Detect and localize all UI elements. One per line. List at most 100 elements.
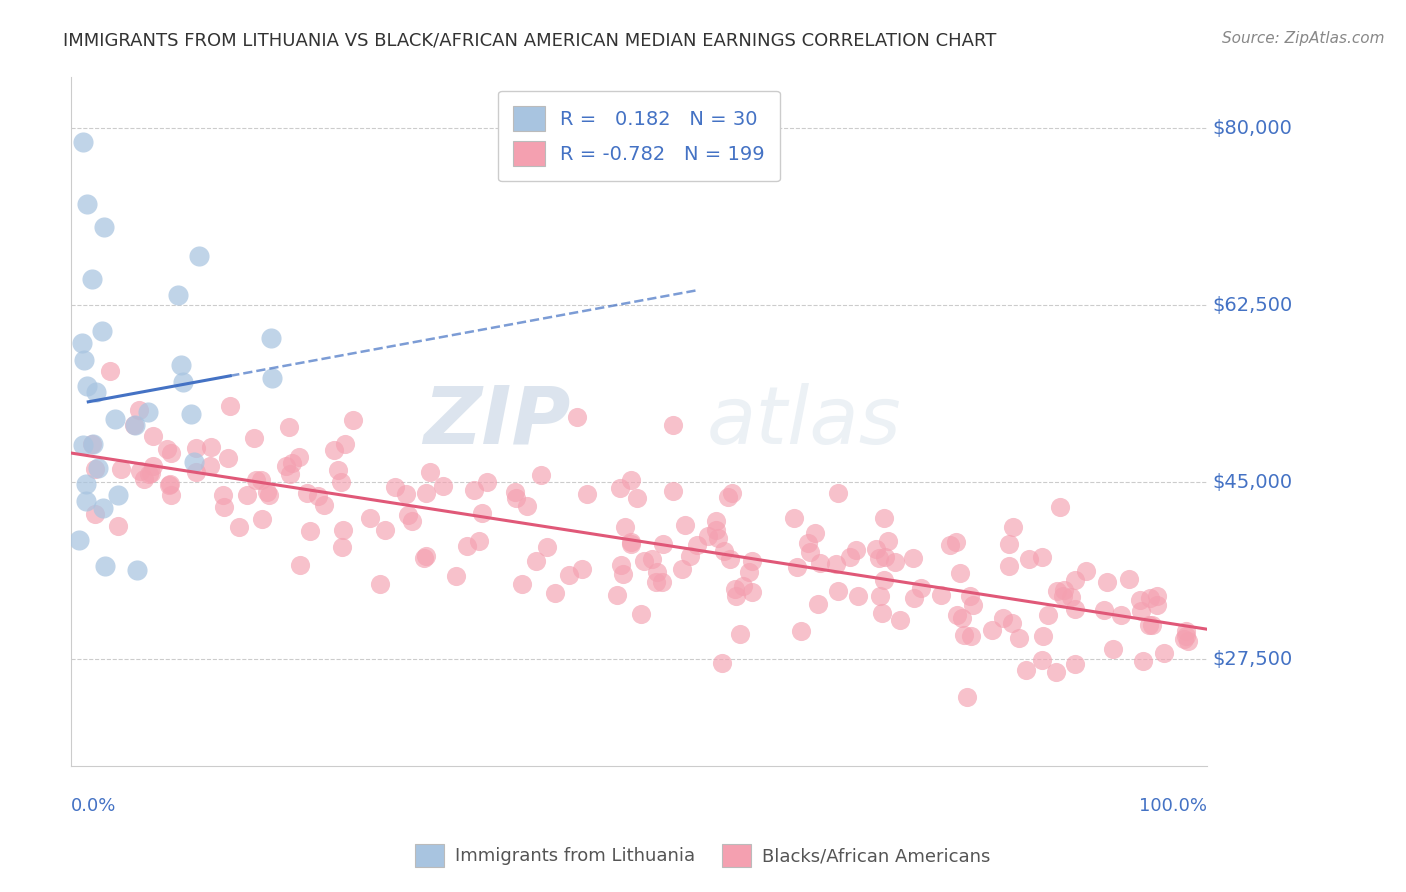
Point [903,591,925,605]
Point [1139,591,1161,606]
Point [557,568,579,582]
Point [91,501,114,516]
Point [981,623,1004,637]
Point [333,437,356,451]
Point [314,498,336,512]
Point [697,529,720,543]
Point [1118,572,1140,586]
Point [827,486,849,500]
Text: $62,500: $62,500 [1212,295,1292,315]
Point [401,514,423,528]
Point [1064,657,1087,671]
Legend: Immigrants from Lithuania, Blacks/African Americans: Immigrants from Lithuania, Blacks/Africa… [408,837,998,874]
Point [107,488,129,502]
Point [281,456,304,470]
Point [260,331,283,345]
Point [671,562,693,576]
Point [1173,632,1195,647]
Point [94,558,117,573]
Point [259,488,281,502]
Text: 0.0%: 0.0% [72,797,117,814]
Point [799,544,821,558]
Point [138,467,160,481]
Point [609,481,631,495]
Point [1175,624,1198,638]
Point [952,628,974,642]
Point [107,518,129,533]
Point [1140,618,1163,632]
Point [1031,629,1053,643]
Point [374,523,396,537]
Point [139,466,162,480]
Point [606,588,628,602]
Point [741,585,763,599]
Point [869,590,891,604]
Point [256,485,278,500]
Point [228,520,250,534]
Point [1175,629,1198,643]
Point [75,494,97,508]
Point [959,589,981,603]
Point [1052,589,1074,603]
Point [67,533,90,548]
Point [544,586,567,600]
Point [186,441,208,455]
Point [86,460,108,475]
Point [645,565,668,579]
Point [946,608,969,623]
Point [290,558,312,572]
Point [250,474,273,488]
Point [477,475,499,489]
Point [297,485,319,500]
Point [797,536,820,550]
Point [1132,654,1154,668]
Point [384,480,406,494]
Point [82,272,104,286]
Point [159,478,181,492]
Point [173,376,195,390]
Point [883,555,905,569]
Point [110,461,132,475]
Point [1000,616,1022,631]
Point [212,487,235,501]
Point [721,486,744,500]
Point [673,518,696,533]
Point [724,582,747,596]
Point [415,486,437,500]
Point [1111,607,1133,622]
Point [72,135,94,149]
Point [865,542,887,557]
Point [612,567,634,582]
Point [737,565,759,579]
Point [910,581,932,595]
Point [868,551,890,566]
Point [503,484,526,499]
Point [323,442,346,457]
Point [641,551,664,566]
Point [245,473,267,487]
Point [1046,583,1069,598]
Point [571,561,593,575]
Point [250,512,273,526]
Point [991,611,1014,625]
Text: IMMIGRANTS FROM LITHUANIA VS BLACK/AFRICAN AMERICAN MEDIAN EARNINGS CORRELATION : IMMIGRANTS FROM LITHUANIA VS BLACK/AFRIC… [63,31,997,49]
Point [471,506,494,520]
Point [359,511,381,525]
Point [278,420,301,434]
Point [620,473,643,487]
Point [679,549,702,564]
Point [717,490,740,504]
Point [804,525,827,540]
Point [134,472,156,486]
Point [330,475,353,490]
Point [1129,592,1152,607]
Point [1177,634,1199,648]
Point [188,249,211,263]
Point [704,515,727,529]
Point [998,559,1021,574]
Point [1038,607,1060,622]
Point [620,537,643,551]
Point [124,418,146,433]
Point [342,412,364,426]
Point [704,524,727,538]
